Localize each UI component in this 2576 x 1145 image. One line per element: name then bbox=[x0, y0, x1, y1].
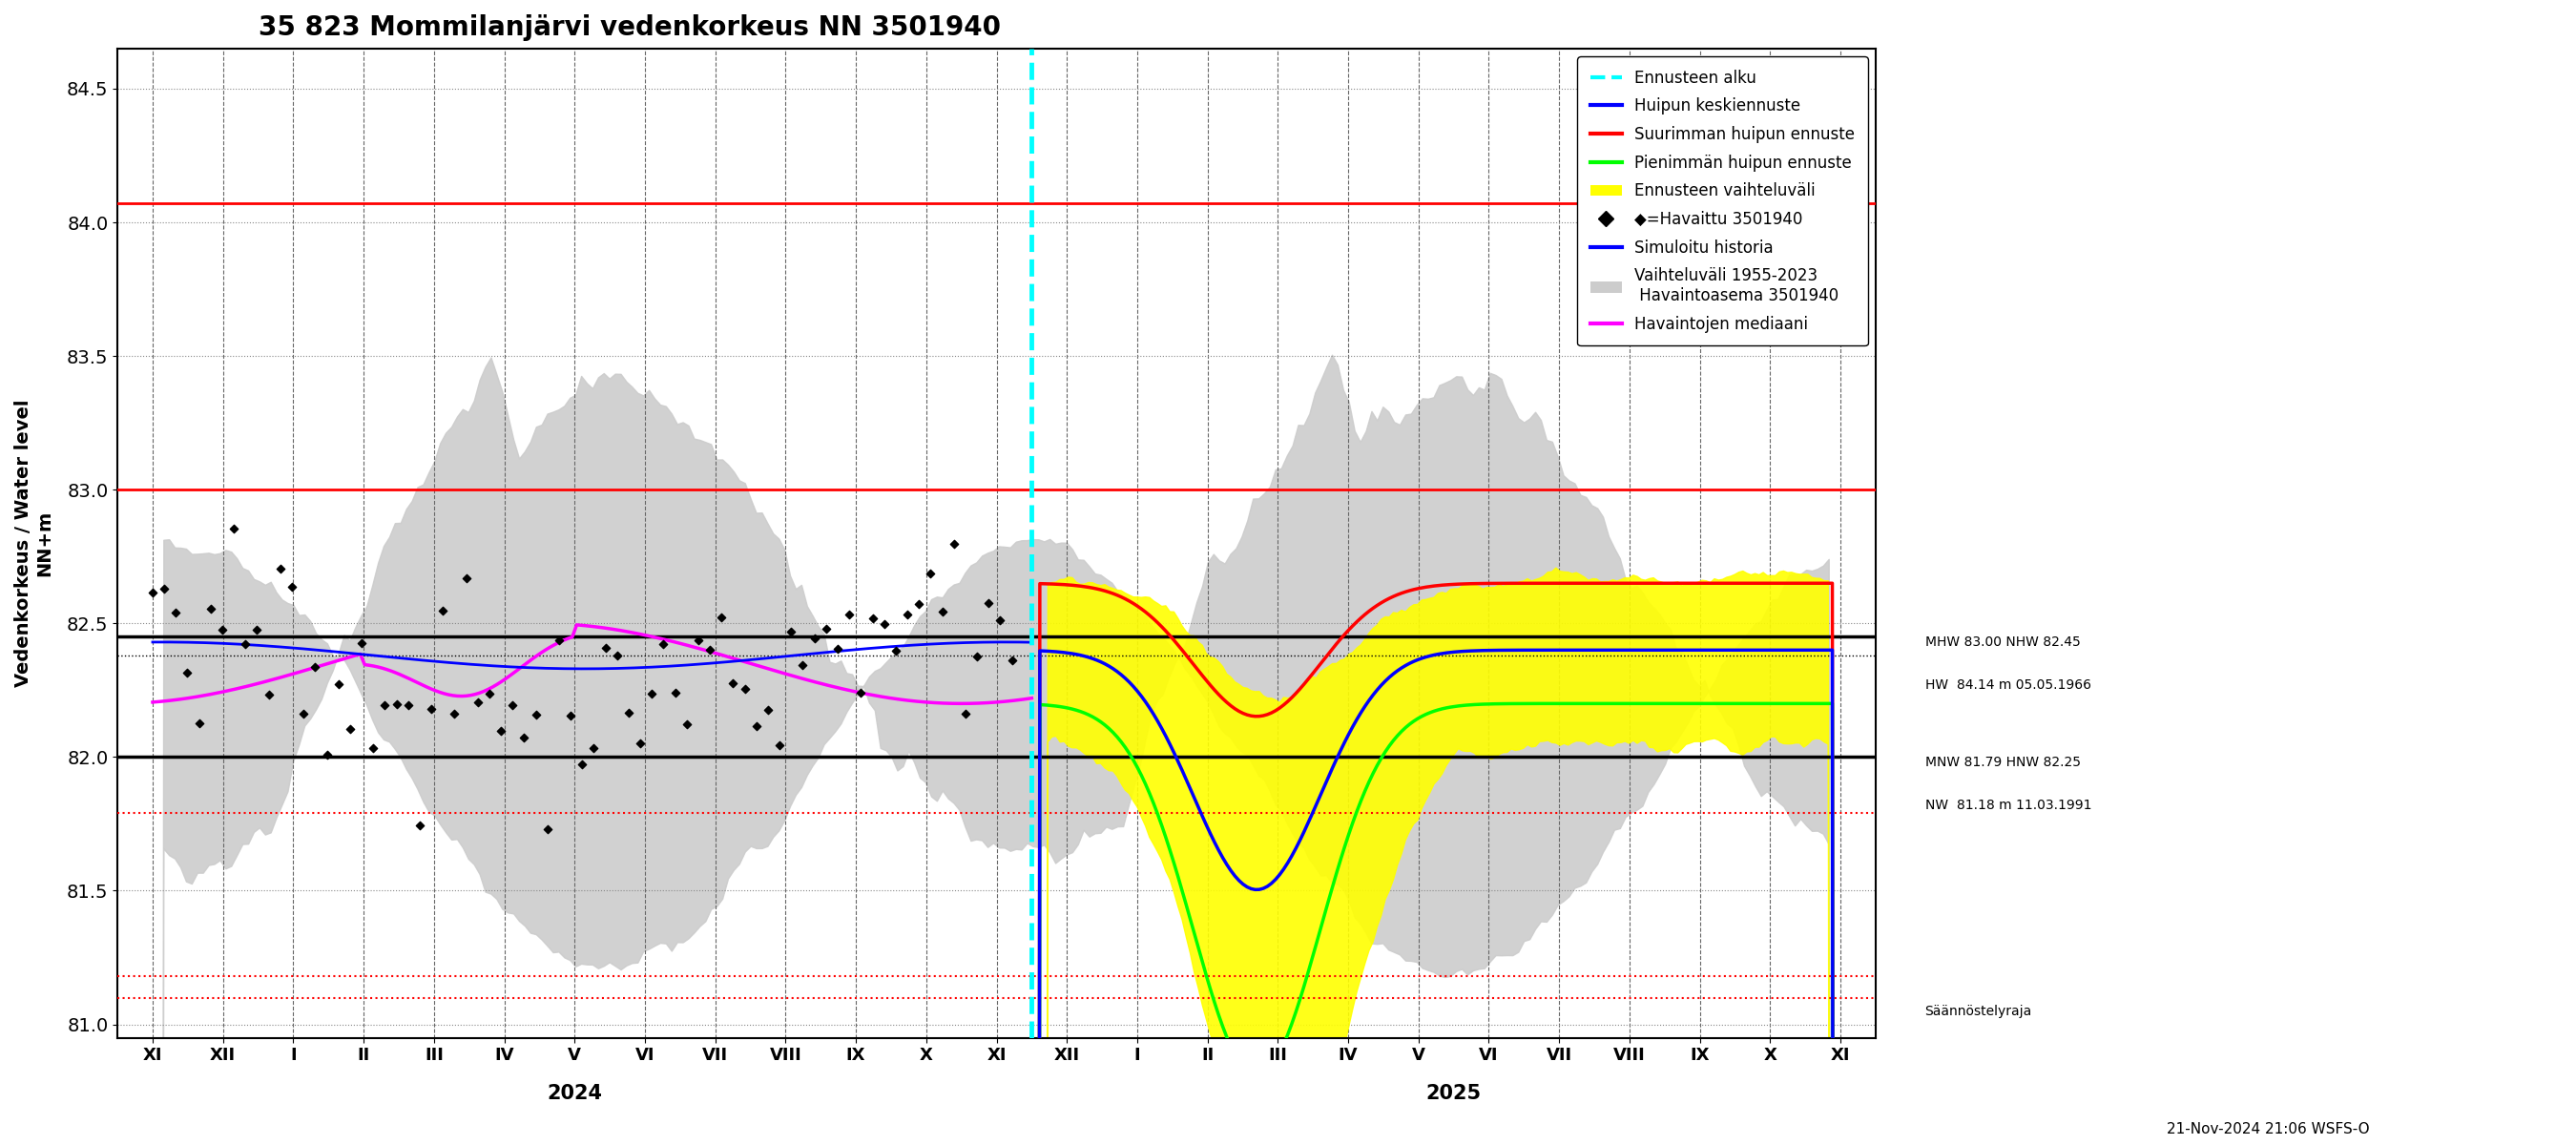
Point bbox=[667, 714, 708, 733]
Point bbox=[515, 705, 556, 724]
Point bbox=[410, 700, 451, 718]
Text: 2024: 2024 bbox=[546, 1084, 603, 1103]
Point bbox=[155, 603, 196, 622]
Point bbox=[131, 583, 173, 601]
Point bbox=[876, 641, 917, 660]
Point bbox=[214, 520, 255, 538]
Text: 2025: 2025 bbox=[1427, 1084, 1481, 1103]
Legend: Ennusteen alku, Huipun keskiennuste, Suurimman huipun ennuste, Pienimmän huipun : Ennusteen alku, Huipun keskiennuste, Suu… bbox=[1577, 56, 1868, 346]
Point bbox=[144, 579, 185, 598]
Point bbox=[376, 695, 417, 713]
Point bbox=[933, 535, 974, 553]
Point bbox=[899, 594, 940, 613]
Point bbox=[654, 684, 696, 702]
Point bbox=[191, 600, 232, 618]
Text: NW  81.18 m 11.03.1991: NW 81.18 m 11.03.1991 bbox=[1924, 798, 2092, 812]
Point bbox=[386, 696, 428, 714]
Point bbox=[363, 696, 404, 714]
Point bbox=[922, 602, 963, 621]
Point bbox=[399, 816, 440, 835]
Point bbox=[456, 693, 497, 711]
Text: Säännöstelyraja: Säännöstelyraja bbox=[1924, 1004, 2032, 1018]
Point bbox=[340, 634, 381, 653]
Point bbox=[817, 640, 858, 658]
Point bbox=[770, 623, 811, 641]
Point bbox=[956, 647, 997, 665]
Point bbox=[492, 696, 533, 714]
Point bbox=[178, 714, 219, 733]
Point bbox=[479, 722, 520, 741]
Point bbox=[294, 658, 335, 677]
Point bbox=[469, 685, 510, 703]
Point bbox=[992, 652, 1033, 670]
Point bbox=[526, 820, 567, 838]
Y-axis label: Vedenkorkeus / Water level
NN+m: Vedenkorkeus / Water level NN+m bbox=[15, 400, 54, 687]
Point bbox=[598, 646, 639, 664]
Point bbox=[237, 621, 278, 639]
Point bbox=[806, 619, 848, 638]
Point bbox=[562, 756, 603, 774]
Point bbox=[737, 717, 778, 735]
Point bbox=[863, 615, 904, 633]
Point bbox=[621, 734, 662, 752]
Point bbox=[945, 704, 987, 722]
Point bbox=[270, 577, 312, 595]
Point bbox=[446, 569, 487, 587]
Point bbox=[260, 560, 301, 578]
Point bbox=[840, 684, 881, 702]
Point bbox=[317, 676, 358, 694]
Point bbox=[247, 685, 289, 703]
Point bbox=[631, 684, 672, 702]
Point bbox=[502, 728, 544, 747]
Point bbox=[979, 611, 1020, 630]
Point bbox=[909, 564, 951, 583]
Point bbox=[853, 609, 894, 627]
Point bbox=[574, 740, 616, 758]
Point bbox=[433, 704, 474, 722]
Point bbox=[585, 639, 626, 657]
Point bbox=[783, 656, 824, 674]
Point bbox=[224, 635, 265, 654]
Point bbox=[307, 745, 348, 764]
Point bbox=[747, 701, 788, 719]
Text: MNW 81.79 HNW 82.25: MNW 81.79 HNW 82.25 bbox=[1924, 756, 2081, 769]
Point bbox=[677, 631, 719, 649]
Point bbox=[690, 640, 732, 658]
Point bbox=[969, 593, 1010, 611]
Text: 35 823 Mommilanjärvi vedenkorkeus NN 3501940: 35 823 Mommilanjärvi vedenkorkeus NN 350… bbox=[258, 14, 999, 41]
Point bbox=[353, 739, 394, 757]
Point bbox=[793, 629, 835, 647]
Point bbox=[551, 706, 592, 725]
Text: HW  84.14 m 05.05.1966: HW 84.14 m 05.05.1966 bbox=[1924, 678, 2092, 692]
Point bbox=[760, 736, 801, 755]
Point bbox=[422, 601, 464, 619]
Point bbox=[829, 606, 871, 624]
Point bbox=[714, 674, 755, 693]
Point bbox=[886, 606, 927, 624]
Point bbox=[283, 705, 325, 724]
Text: MHW 83.00 NHW 82.45: MHW 83.00 NHW 82.45 bbox=[1924, 635, 2081, 649]
Point bbox=[201, 621, 242, 639]
Point bbox=[330, 719, 371, 737]
Point bbox=[167, 663, 209, 681]
Text: 21-Nov-2024 21:06 WSFS-O: 21-Nov-2024 21:06 WSFS-O bbox=[2166, 1122, 2370, 1136]
Point bbox=[701, 608, 742, 626]
Point bbox=[644, 635, 685, 654]
Point bbox=[724, 679, 765, 697]
Point bbox=[608, 704, 649, 722]
Point bbox=[538, 631, 580, 649]
